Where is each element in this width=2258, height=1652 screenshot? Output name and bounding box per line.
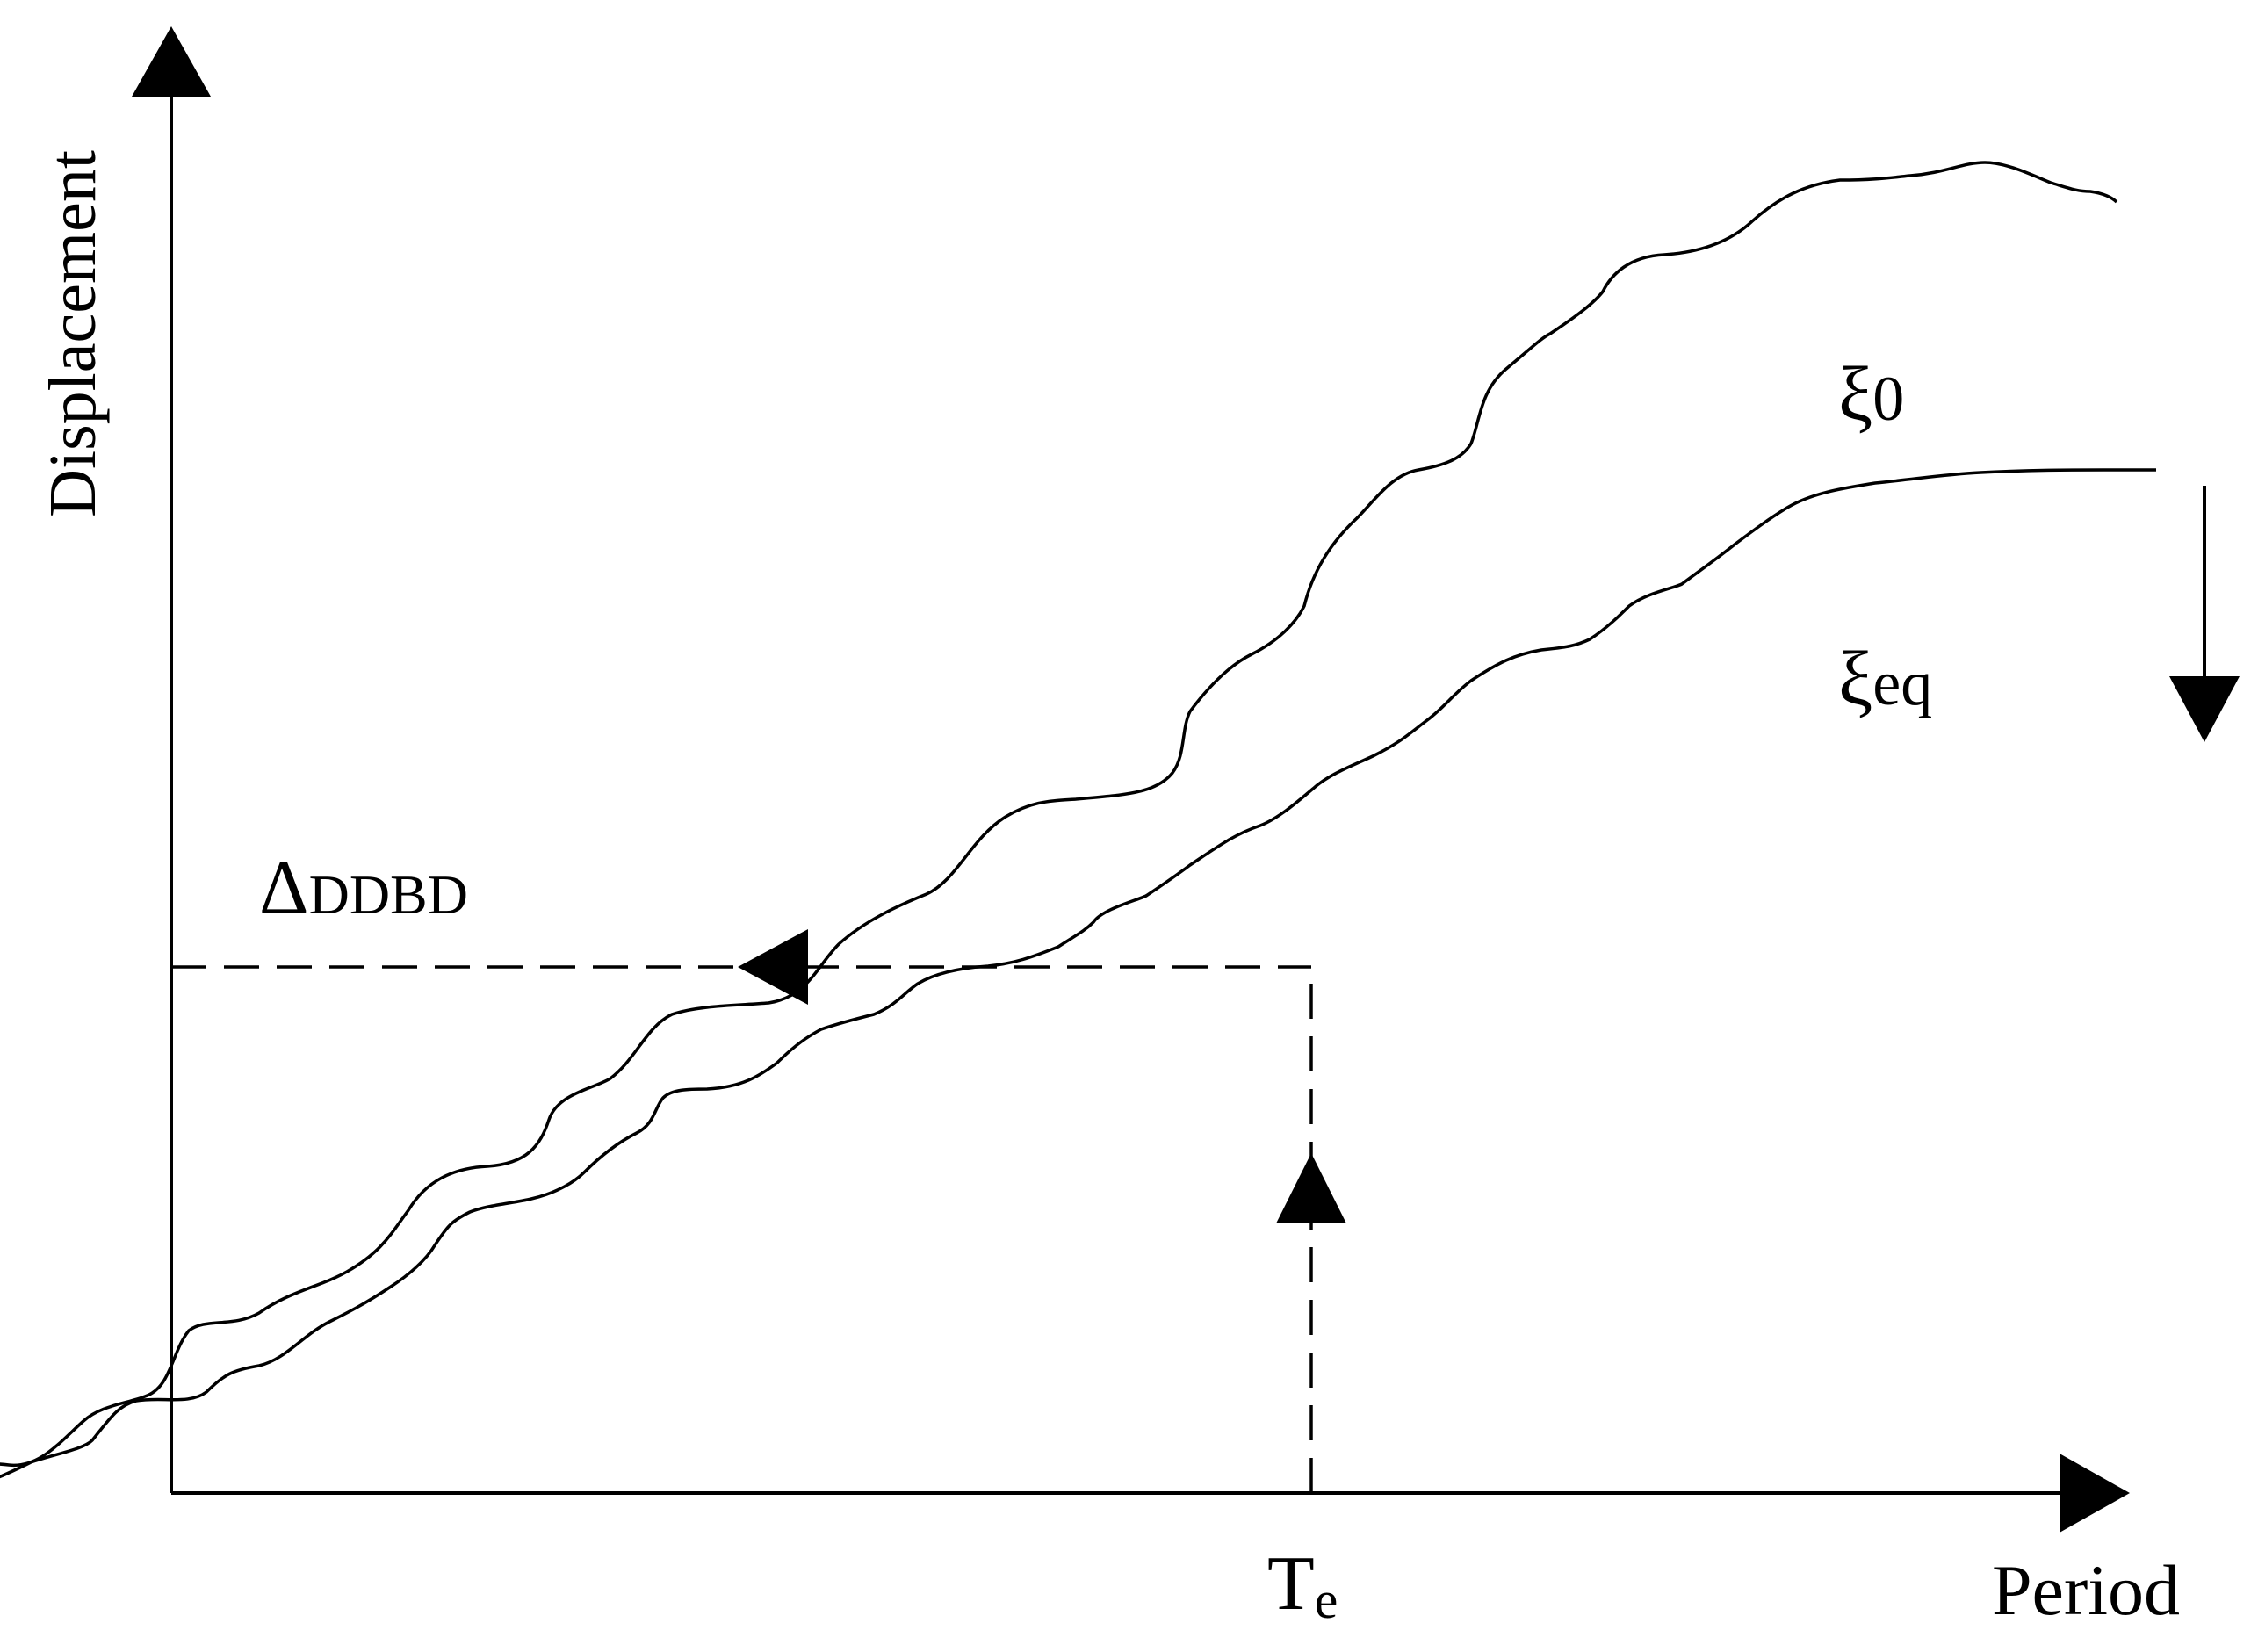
te-subscript: e [1315,1571,1338,1629]
y-axis-arrowhead [132,26,211,97]
curve-xieq [0,468,2156,1479]
curve-xieq-label: ξeq [1838,637,1932,722]
curve-xieq-subscript: eq [1872,648,1932,718]
damping-arrow-head [2169,676,2240,742]
te-arrowhead-up [1276,1153,1346,1223]
curve-xi0-subscript: 0 [1872,364,1904,434]
curve-xieq-symbol: ξ [1838,637,1872,722]
delta-ddbd-label: ΔDDBD [259,846,468,931]
x-axis-label: Period [1992,1550,2180,1630]
delta-symbol: Δ [259,846,309,931]
curve-xi0-symbol: ξ [1838,352,1872,437]
delta-ddbd-arrowhead-left [738,929,808,1005]
curve-xi0-label: ξ0 [1838,352,1904,437]
delta-subscript: DDBD [309,863,468,926]
y-axis-label: Displacement [36,150,110,517]
x-axis-arrowhead [2060,1454,2130,1533]
te-label: Te [1267,1541,1338,1629]
curve-xi0 [0,161,2118,1467]
te-symbol: T [1267,1541,1315,1627]
